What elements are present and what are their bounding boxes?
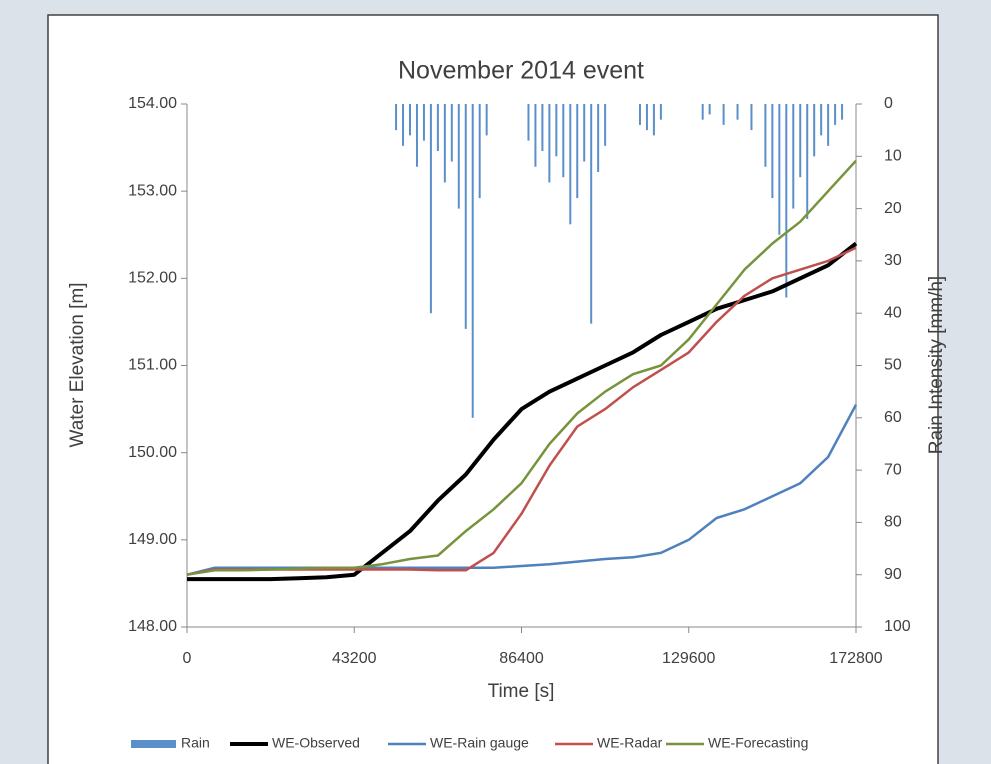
rain-bar [534, 104, 537, 167]
rain-bar [450, 104, 453, 162]
rain-bar [409, 104, 411, 136]
rain-bar [471, 104, 474, 418]
rain-bar [820, 104, 823, 136]
y2-tick-label: 100 [884, 618, 911, 635]
rain-bar [443, 104, 446, 183]
legend-label: WE-Radar [597, 735, 663, 751]
rain-bar [659, 104, 662, 120]
rain-bar [562, 104, 565, 178]
y2-tick-label: 90 [884, 566, 902, 583]
rain-bar [645, 104, 648, 131]
rain-bar [638, 104, 641, 125]
rain-bar [415, 104, 418, 167]
rain-bar [841, 104, 844, 120]
rain-bar [827, 104, 830, 146]
rain-bar [402, 104, 405, 146]
y2-tick-label: 30 [884, 252, 902, 269]
y-tick-label: 153.00 [128, 182, 177, 199]
chart-title: November 2014 event [398, 57, 644, 85]
x-tick-label: 86400 [499, 650, 544, 667]
x-tick-label: 0 [183, 650, 192, 667]
y-tick-label: 150.00 [128, 444, 177, 461]
rain-bar [576, 104, 579, 199]
x-axis-label: Time [s] [488, 681, 555, 702]
rain-bar [834, 104, 837, 125]
y2-tick-label: 0 [884, 95, 893, 112]
y2-tick-label: 70 [884, 461, 902, 478]
y2-axis-label: Rain Intensity [mm/h] [926, 276, 947, 454]
series-line [186, 159, 857, 576]
y-axis-label: Water Elevation [m] [67, 282, 88, 447]
rain-bar [701, 104, 704, 120]
y2-tick-label: 60 [884, 409, 902, 426]
rain-bar [590, 104, 593, 324]
rain-bar [708, 104, 711, 115]
y2-tick-label: 20 [884, 200, 902, 217]
rain-bar [764, 104, 767, 167]
rain-bar [457, 104, 460, 209]
y-tick-label: 151.00 [128, 357, 177, 374]
y2-tick-label: 40 [884, 304, 902, 321]
y2-tick-label: 50 [884, 357, 902, 374]
rain-bar [597, 104, 600, 172]
rain-bar [652, 104, 655, 136]
rain-bar [548, 104, 551, 183]
x-tick-label: 172800 [829, 650, 882, 667]
rain-bar [395, 104, 398, 131]
rain-bar [464, 104, 467, 329]
y-tick-label: 148.00 [128, 618, 177, 635]
y-tick-label: 152.00 [128, 270, 177, 287]
rain-bar [429, 104, 432, 314]
rain-bar [806, 104, 809, 220]
rain-bar [785, 104, 788, 298]
rain-bar [422, 104, 425, 141]
rain-bar [604, 104, 607, 146]
series-line [187, 241, 858, 582]
rain-bar [750, 104, 753, 131]
rain-bar [792, 104, 795, 209]
y2-tick-label: 80 [884, 514, 902, 531]
legend-label: WE-Forecasting [708, 735, 808, 751]
rain-bar [485, 104, 488, 136]
rain-bar [813, 104, 816, 157]
legend-label: WE-Rain gauge [430, 735, 529, 751]
rain-bar [722, 104, 725, 125]
y2-tick-label: 10 [884, 148, 902, 165]
rain-bar [527, 104, 530, 141]
rain-bar [736, 104, 739, 120]
x-tick-label: 43200 [332, 650, 377, 667]
legend-label: Rain [181, 735, 210, 751]
y-tick-label: 149.00 [128, 531, 177, 548]
rain-bar [541, 104, 544, 152]
y-tick-label: 154.00 [128, 95, 177, 112]
rain-bar [555, 104, 558, 157]
rain-bar [583, 104, 586, 162]
rain-bar [436, 104, 439, 152]
x-tick-label: 129600 [662, 650, 715, 667]
rain-bar [478, 104, 481, 199]
chart-frame [47, 14, 939, 764]
legend-label: WE-Observed [272, 735, 360, 751]
rain-bar [799, 104, 802, 178]
legend-swatch [131, 740, 176, 748]
rain-bar [569, 104, 572, 225]
rain-bar [771, 104, 774, 199]
rain-bar [778, 104, 781, 235]
